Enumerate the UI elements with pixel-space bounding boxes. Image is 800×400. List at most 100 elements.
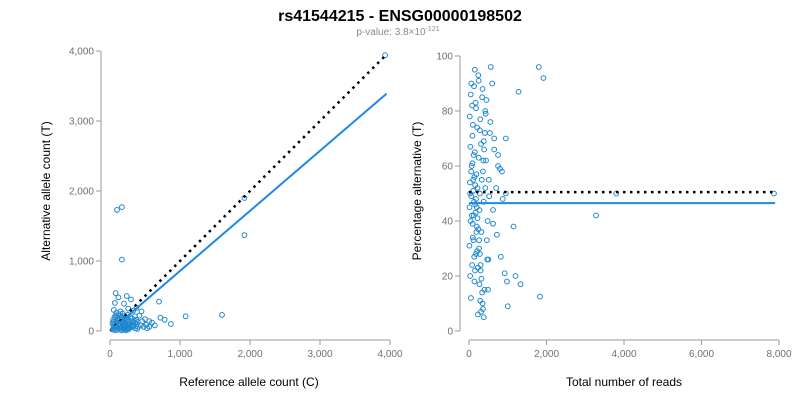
right-data-point (467, 179, 473, 186)
right-data-point (469, 160, 476, 167)
right-data-point (480, 157, 487, 164)
right-data-point (480, 198, 487, 205)
right-y-tick-label: 0 (447, 327, 453, 338)
right-data-point (476, 190, 483, 197)
right-data-point (475, 311, 481, 318)
left-x-tick-label: 2,000 (237, 349, 262, 360)
left-y-tick-label: 2,000 (69, 187, 94, 198)
left-x-tick-label: 1,000 (167, 349, 192, 360)
right-data-point (466, 242, 473, 249)
right-data-point (771, 190, 777, 197)
left-data-point (119, 256, 125, 263)
right-y-axis-label: Percentage alternative (T) (410, 122, 424, 261)
right-data-point (484, 218, 491, 224)
right-data-point (468, 163, 475, 169)
right-data-point (482, 185, 489, 191)
right-data-point (474, 248, 481, 255)
left-data-point (112, 300, 118, 306)
right-data-point (471, 253, 478, 260)
right-data-point (483, 237, 490, 244)
right-data-point (479, 289, 486, 296)
right-data-point (470, 152, 477, 158)
left-data-point (125, 305, 132, 312)
right-data-point (479, 94, 486, 101)
right-data-point (501, 270, 508, 277)
right-data-point (481, 130, 488, 136)
right-data-point (467, 273, 474, 279)
right-data-point (484, 256, 491, 263)
right-data-point (480, 314, 487, 321)
right-y-tick-label: 100 (436, 52, 453, 63)
left-scatter-panel: 0 1,000 2,000 3,000 4,000 0 1,000 2,000 3,000 4,0… (39, 47, 403, 390)
right-data-point (471, 83, 477, 90)
right-data-point (477, 262, 484, 268)
left-points (109, 52, 389, 334)
right-data-point (491, 135, 498, 142)
right-data-point (475, 154, 482, 161)
right-data-point (495, 163, 501, 169)
right-data-point (479, 86, 486, 92)
right-data-point (487, 130, 493, 136)
right-data-point (471, 174, 478, 180)
right-data-point (470, 237, 477, 244)
right-data-point (481, 146, 488, 153)
right-x-tick-label: 8,000 (766, 349, 791, 360)
right-data-point (483, 157, 489, 164)
right-data-point (478, 229, 485, 235)
right-y-tick-label: 60 (442, 162, 454, 173)
right-axes: 0 2,000 4,000 6,000 8,000 0 20 40 60 80 100 (436, 52, 792, 361)
right-data-point (535, 64, 542, 70)
right-data-point (504, 278, 510, 285)
right-data-point (472, 99, 479, 106)
right-data-point (483, 97, 490, 103)
right-data-point (475, 72, 482, 79)
right-data-point (475, 77, 482, 84)
right-data-point (466, 204, 473, 211)
left-data-point (131, 313, 138, 320)
right-data-point (467, 91, 474, 98)
left-data-point (110, 319, 117, 325)
right-y-tick-label: 20 (442, 272, 454, 283)
right-data-point (471, 66, 478, 73)
right-data-point (469, 234, 476, 241)
right-data-point (471, 149, 478, 156)
right-data-point (504, 303, 511, 310)
right-data-point (485, 176, 492, 183)
right-data-point (486, 193, 493, 200)
left-data-point (109, 320, 116, 327)
left-y-tick-label: 4,000 (69, 47, 94, 58)
right-data-point (489, 80, 496, 87)
right-data-point (476, 237, 482, 244)
right-data-point (480, 168, 486, 175)
right-data-point (469, 220, 476, 227)
right-data-point (491, 146, 498, 153)
right-data-point (510, 223, 517, 230)
left-data-point (128, 296, 134, 303)
left-x-tick-label: 4,000 (377, 349, 402, 360)
left-y-axis-label: Alternative allele count (T) (39, 121, 53, 260)
right-data-point (477, 267, 484, 274)
left-data-point (119, 310, 126, 317)
right-data-point (497, 253, 504, 260)
left-data-point (168, 321, 174, 327)
right-data-point (593, 212, 599, 219)
left-data-point (119, 204, 125, 211)
left-y-tick-label: 1,000 (69, 257, 94, 268)
right-data-point (476, 127, 483, 134)
left-x-tick-label: 3,000 (307, 349, 332, 360)
right-data-point (468, 295, 474, 301)
right-data-point (472, 209, 479, 216)
p-value-label: p-value: 3.8×10-121 (356, 26, 439, 38)
left-data-point (123, 293, 130, 299)
right-data-point (502, 135, 509, 142)
left-data-point (121, 300, 127, 307)
right-data-point (468, 193, 475, 200)
left-data-point (115, 294, 122, 301)
right-data-point (467, 143, 474, 150)
left-data-point (114, 207, 120, 213)
right-data-point (490, 207, 496, 213)
right-data-point (468, 168, 475, 175)
right-data-point (478, 308, 484, 315)
left-reference-line (109, 53, 388, 332)
